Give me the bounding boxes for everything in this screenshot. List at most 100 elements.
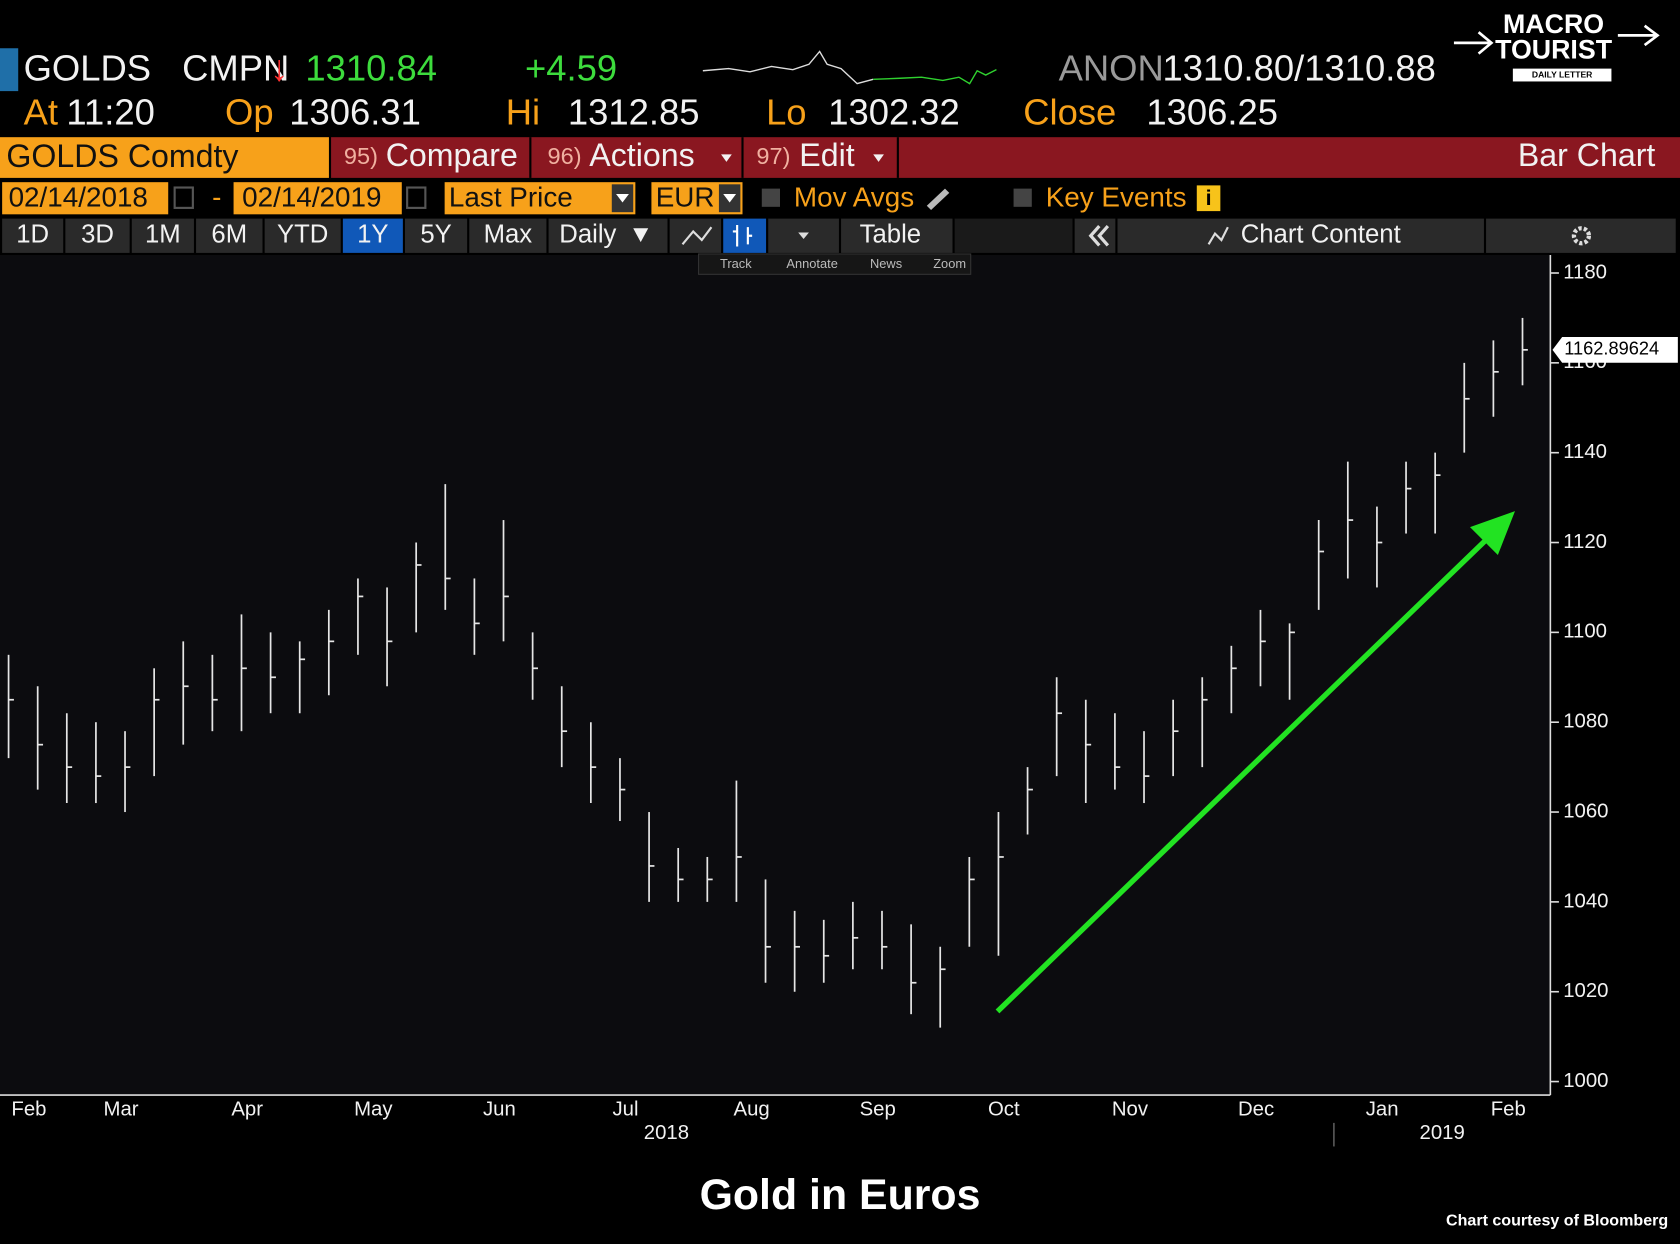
label: Op — [225, 91, 274, 132]
x-tick-label: Dec — [1238, 1098, 1274, 1120]
logo-arrows — [1453, 24, 1660, 55]
info-glyph: i — [1206, 186, 1212, 210]
collapse-button[interactable] — [1074, 218, 1116, 253]
y-tick-label: 1000 — [1563, 1070, 1608, 1092]
dropdown-arrow — [616, 193, 629, 203]
line-chart-icon — [681, 226, 713, 246]
direction: ↓ — [270, 47, 288, 88]
period-button[interactable] — [131, 218, 194, 253]
x-tick-label: Apr — [231, 1098, 263, 1120]
date-box[interactable] — [233, 182, 402, 215]
year-label: 2019 — [1420, 1122, 1465, 1144]
period-button[interactable] — [2, 218, 64, 253]
trend-arrowhead — [1470, 511, 1515, 556]
tool[interactable]: Track — [720, 256, 752, 271]
x-tick-label: Oct — [988, 1098, 1020, 1120]
security-marker — [0, 48, 19, 92]
x-tick-label: Feb — [1491, 1098, 1526, 1120]
pencil-icon[interactable] — [926, 188, 950, 211]
last-price: 1310.84 — [305, 47, 437, 88]
period-label: 5Y — [420, 221, 451, 249]
info-icon[interactable] — [1196, 185, 1221, 212]
line-chart-button[interactable] — [669, 218, 722, 253]
period-label: 1Y — [357, 221, 388, 249]
period-button[interactable] — [405, 218, 468, 253]
x-tick-label: Aug — [734, 1098, 770, 1120]
close: 1306.25 — [1146, 91, 1278, 132]
menu-key: 95) — [344, 143, 378, 169]
period-button[interactable] — [65, 218, 130, 253]
bar-chart-button[interactable] — [723, 218, 767, 253]
logo-text: MACRO — [1503, 9, 1604, 39]
menu-bar — [331, 137, 1680, 178]
period-label: 1D — [16, 221, 49, 249]
date-box[interactable] — [2, 182, 169, 215]
table-label: Table — [860, 221, 921, 249]
tool[interactable]: Zoom — [933, 256, 966, 271]
y-tick-label: 1100 — [1563, 621, 1607, 643]
checkbox[interactable] — [1013, 188, 1032, 207]
view-title: Bar Chart — [1518, 137, 1656, 173]
x-tick-label: Jan — [1366, 1098, 1399, 1120]
spacer — [954, 218, 1073, 253]
chart-content-label: Chart Content — [1241, 221, 1401, 249]
calendar-icon[interactable] — [406, 186, 427, 209]
time: 11:20 — [66, 91, 154, 132]
logo-banner — [1512, 68, 1612, 82]
dropdown-arrow — [798, 232, 809, 239]
gear-icon — [1571, 226, 1592, 246]
settings-button[interactable] — [1486, 218, 1676, 253]
chart-content-icon — [1207, 226, 1229, 245]
menu-key: 97) — [756, 143, 790, 169]
start-date: 02/14/2018 — [9, 182, 148, 213]
label: At — [24, 91, 58, 132]
menu-arrow — [873, 154, 884, 162]
period-label: 3D — [81, 221, 114, 249]
x-tick-label: Sep — [860, 1098, 896, 1120]
y-tick-label: 1180 — [1563, 261, 1607, 283]
calendar-icon[interactable] — [173, 186, 194, 209]
y-tick-label: 1140 — [1563, 441, 1607, 463]
credit: Chart courtesy of Bloomberg — [1446, 1212, 1668, 1230]
frequency-button[interactable] — [548, 218, 668, 253]
label: Lo — [766, 91, 807, 132]
low: 1302.32 — [828, 91, 960, 132]
menu-item[interactable]: Compare — [386, 137, 518, 173]
field: Last Price — [449, 182, 573, 213]
period-button[interactable] — [196, 218, 263, 253]
security-box[interactable] — [0, 137, 329, 178]
x-tick-label: Nov — [1112, 1098, 1149, 1120]
year-label: 2018 — [644, 1122, 689, 1144]
table-button[interactable] — [841, 218, 953, 253]
tool-strip — [698, 253, 972, 275]
period-label: Max — [484, 221, 533, 249]
x-tick-label: Jun — [483, 1098, 516, 1120]
tool[interactable]: Annotate — [786, 256, 837, 271]
checkbox[interactable] — [761, 188, 780, 207]
y-tick-label: 1060 — [1563, 800, 1608, 822]
logo-text: DAILY LETTER — [1532, 69, 1593, 79]
menu-item[interactable]: Edit — [799, 137, 854, 173]
high: 1312.85 — [568, 91, 700, 132]
menu-item[interactable]: Actions — [589, 137, 694, 173]
change: +4.59 — [525, 47, 617, 88]
period-button[interactable] — [342, 218, 403, 253]
plot-area — [0, 255, 1551, 1096]
chart-content-button[interactable] — [1117, 218, 1484, 253]
period-button[interactable] — [469, 218, 547, 253]
menu-key: 96) — [548, 143, 582, 169]
currency: EUR — [656, 182, 715, 213]
sparkline — [702, 50, 874, 85]
dropdown-arrow — [723, 193, 737, 203]
last-price-tag — [1552, 336, 1678, 363]
label: Close — [1023, 91, 1116, 132]
x-tick-label: May — [354, 1098, 393, 1120]
frequency: Daily — [559, 221, 616, 249]
period-button[interactable] — [264, 218, 341, 253]
field-box[interactable] — [444, 182, 636, 215]
x-tick-label: Jul — [612, 1098, 638, 1120]
y-tick-label: 1120 — [1563, 531, 1607, 553]
end-date: 02/14/2019 — [242, 182, 381, 213]
tool[interactable]: News — [870, 256, 902, 271]
